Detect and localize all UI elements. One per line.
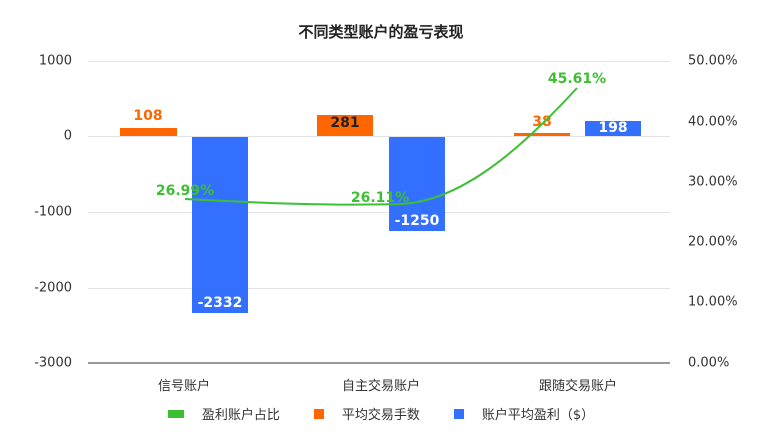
gridline [88,61,670,62]
left-axis-tick: 0 [63,128,72,144]
left-axis-tick: -2000 [34,280,72,296]
x-axis-category: 自主交易账户 [341,379,421,394]
line-label: 45.61% [547,71,607,87]
right-axis-tick: 0.00% [688,355,730,371]
legend-item-avg-lots[interactable]: 平均交易手数 [313,404,420,423]
left-axis-tick: 1000 [38,53,72,69]
bar-label: 281 [330,115,360,131]
bar-label: -2332 [197,295,243,311]
bar-avg-profit-signal[interactable] [192,137,248,313]
legend-swatch-green [167,409,184,418]
bar-avg-lots-follow[interactable] [514,133,570,136]
gridline [88,136,670,137]
left-axis-tick: -3000 [34,355,72,371]
chart-title: 不同类型账户的盈亏表现 [298,23,464,41]
legend-item-avg-profit[interactable]: 账户平均盈利（$） [453,404,595,423]
right-axis-tick: 40.00% [688,114,738,130]
x-axis-category: 信号账户 [157,379,211,394]
bar-avg-profit-follow[interactable] [585,121,641,136]
legend-swatch-orange [313,408,324,419]
left-axis-tick: -1000 [34,204,72,220]
bar-label: 198 [598,120,628,136]
x-axis-baseline [88,362,670,364]
bar-avg-lots-self[interactable] [317,115,373,136]
legend-label: 盈利账户占比 [201,408,280,423]
x-axis-category: 跟随交易账户 [538,379,618,394]
bar-label: 108 [133,108,163,124]
right-axis-tick: 30.00% [688,174,738,190]
right-axis-tick: 50.00% [688,53,738,69]
bar-label: -1250 [394,213,440,229]
line-label: 26.11% [350,190,410,206]
line-label: 26.99% [155,183,215,199]
legend-label: 账户平均盈利（$） [481,408,595,423]
legend: 盈利账户占比 平均交易手数 账户平均盈利（$） [0,404,762,423]
bar-avg-profit-self[interactable] [389,137,445,231]
legend-label: 平均交易手数 [341,408,420,423]
right-axis-tick: 10.00% [688,294,738,310]
bar-avg-lots-signal[interactable] [120,128,177,136]
legend-item-profitable-ratio[interactable]: 盈利账户占比 [167,404,280,423]
gridline [88,288,670,289]
gridline [88,212,670,213]
legend-swatch-blue [453,408,464,419]
right-axis-tick: 20.00% [688,234,738,250]
